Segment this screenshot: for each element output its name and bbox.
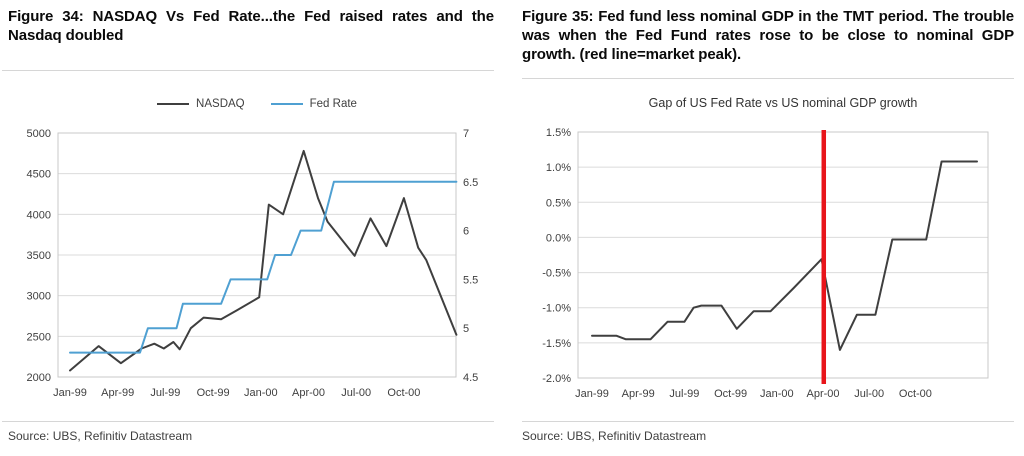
x-axis-tick-label: Oct-00 xyxy=(387,387,420,399)
x-axis-tick-label: Oct-99 xyxy=(197,387,230,399)
plot-border xyxy=(577,131,989,379)
y-axis-tick-label: 3500 xyxy=(27,250,51,262)
figure-35-panel: Figure 35: Fed fund less nominal GDP in … xyxy=(512,0,1024,456)
figure-35-source: Source: UBS, Refinitiv Datastream xyxy=(522,429,707,443)
nasdaq-line xyxy=(69,149,458,372)
y-axis-tick-label: 5000 xyxy=(27,128,51,140)
y-axis-tick-label: -2.0% xyxy=(542,373,571,385)
y-axis-tick-label: 4500 xyxy=(27,169,51,181)
y-axis-right-tick-label: 6 xyxy=(463,226,469,238)
y-axis-tick-label: 1.0% xyxy=(546,162,571,174)
figure-35-source-divider xyxy=(522,421,1014,422)
x-axis-tick-label: Oct-99 xyxy=(714,388,747,400)
figure-34-source-divider xyxy=(2,421,494,422)
nasdaq-vs-fed-rate-chart: 5000 4500 4000 3500 3000 2500 2000 7 6.5 6 5.5 5 4.5… xyxy=(27,128,479,399)
figure-35-title: Figure 35: Fed fund less nominal GDP in … xyxy=(522,8,1014,63)
figure-34-panel: Figure 34: NASDAQ Vs Fed Rate...the Fed … xyxy=(2,8,494,443)
x-axis-tick-label: Jan-00 xyxy=(760,388,794,400)
nasdaq-legend-line xyxy=(157,103,190,105)
y-axis-tick-label: -0.5% xyxy=(542,268,571,280)
x-axis-tick-label: Jul-00 xyxy=(341,387,371,399)
fed-fund-less-nominal-gdp-line xyxy=(591,160,978,351)
plot-border xyxy=(57,132,457,378)
x-axis-tick-label: Jan-99 xyxy=(575,388,609,400)
y-axis-tick-label: 4000 xyxy=(27,209,51,221)
y-axis-tick-label: 2000 xyxy=(27,372,51,384)
y-axis-tick-label: -1.5% xyxy=(542,338,571,350)
x-axis-tick-label: Jul-00 xyxy=(854,388,884,400)
figure-35-title-divider xyxy=(522,78,1014,79)
y-axis-tick-label: -1.0% xyxy=(542,303,571,315)
legend-item-fed-rate: Fed Rate xyxy=(270,98,357,110)
chart-35-title: Gap of US Fed Rate vs US nominal GDP gro… xyxy=(648,96,918,110)
legend-label: Fed Rate xyxy=(309,98,357,110)
fed-rate-legend-line xyxy=(270,103,303,105)
x-axis-tick-label: Oct-00 xyxy=(899,388,932,400)
x-axis-tick-label: Apr-99 xyxy=(101,387,134,399)
y-axis-tick-label: 2500 xyxy=(27,331,51,343)
x-axis-tick-label: Jan-00 xyxy=(244,387,278,399)
y-axis-right-tick-label: 5.5 xyxy=(463,274,478,286)
figure-34-title-divider xyxy=(2,70,494,71)
x-axis-tick-label: Jul-99 xyxy=(150,387,180,399)
x-axis-tick-label: Jul-99 xyxy=(669,388,699,400)
y-axis-tick-label: 0.5% xyxy=(546,197,571,209)
fed-rate-line xyxy=(69,180,458,354)
figure-34-title: Figure 34: NASDAQ Vs Fed Rate...the Fed … xyxy=(8,8,494,44)
legend-item-nasdaq: NASDAQ xyxy=(157,98,245,110)
y-axis-right-tick-label: 4.5 xyxy=(463,372,478,384)
fed-gdp-gap-chart: 1.5% 1.0% 0.5% 0.0% -0.5% -1.0% -1.5% -2.0% Jan-… xyxy=(542,127,989,400)
y-axis-right-tick-label: 5 xyxy=(463,323,469,335)
y-axis-right-tick-label: 7 xyxy=(463,128,469,140)
y-axis-tick-label: 3000 xyxy=(27,291,51,303)
chart-34-legend: NASDAQ Fed Rate xyxy=(58,98,456,110)
y-axis-tick-label: 1.5% xyxy=(546,127,571,139)
x-axis-tick-label: Jan-99 xyxy=(53,387,87,399)
y-axis-tick-label: 0.0% xyxy=(546,232,571,244)
figure-34-source: Source: UBS, Refinitiv Datastream xyxy=(8,429,193,443)
x-axis-tick-label: Apr-99 xyxy=(622,388,655,400)
x-axis-tick-label: Apr-00 xyxy=(806,388,839,400)
legend-label: NASDAQ xyxy=(196,98,245,110)
y-axis-right-tick-label: 6.5 xyxy=(463,177,478,189)
x-axis-tick-label: Apr-00 xyxy=(292,387,325,399)
